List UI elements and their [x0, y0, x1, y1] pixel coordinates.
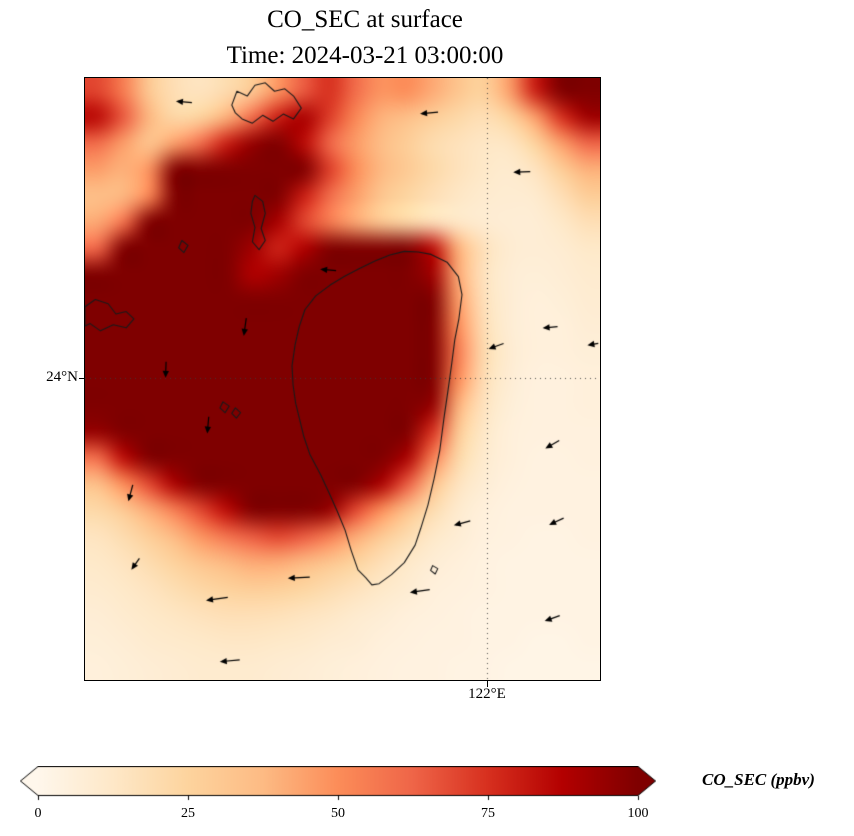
colorbar-tick-label: 75 [481, 806, 495, 821]
page-title: CO_SEC at surface [267, 6, 463, 33]
xtick-mark [487, 681, 488, 687]
colorbar-tick-label: 25 [181, 806, 195, 821]
ytick-mark [79, 378, 85, 379]
ytick-label-24n: 24°N [46, 369, 78, 385]
map-canvas [85, 78, 600, 680]
colorbar-label: CO_SEC (ppbv) [702, 770, 815, 789]
colorbar-canvas [20, 766, 656, 804]
colorbar-tick-label: 100 [627, 806, 649, 821]
xtick-label-122e: 122°E [468, 686, 506, 702]
colorbar: 0 25 50 75 100 [20, 766, 656, 828]
colorbar-tick-label: 0 [34, 806, 42, 821]
time-subtitle: Time: 2024-03-21 03:00:00 [226, 42, 504, 69]
colorbar-tick-label: 50 [331, 806, 345, 821]
